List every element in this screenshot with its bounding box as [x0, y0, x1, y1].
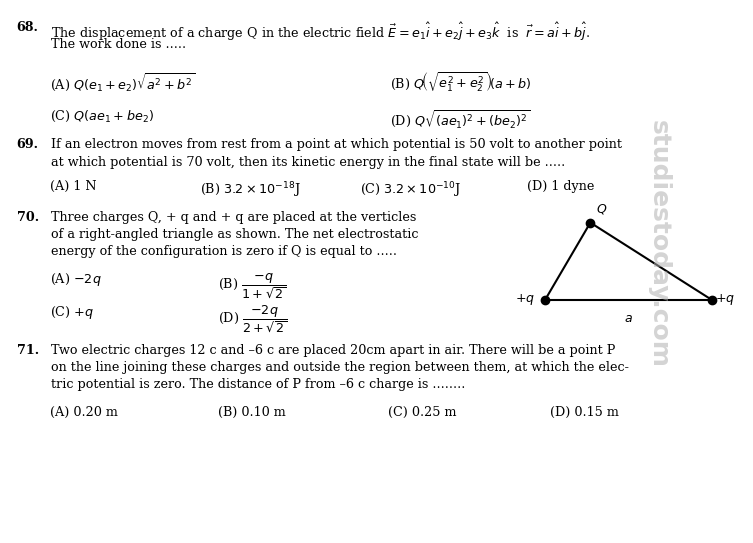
Text: $Q$: $Q$ [596, 202, 608, 216]
Text: (B) $\dfrac{-q}{1+\sqrt{2}}$: (B) $\dfrac{-q}{1+\sqrt{2}}$ [218, 272, 287, 301]
Text: Two electric charges 12 c and –6 c are placed 20cm apart in air. There will be a: Two electric charges 12 c and –6 c are p… [51, 344, 616, 357]
Text: The work done is .....: The work done is ..... [51, 38, 186, 51]
Text: Three charges Q, + q and + q are placed at the verticles: Three charges Q, + q and + q are placed … [51, 211, 416, 224]
Text: 70.: 70. [17, 211, 38, 224]
Text: The displacement of a charge Q in the electric field $\vec{E}=e_1\hat{i}+e_2\hat: The displacement of a charge Q in the el… [51, 21, 590, 43]
Text: (A) $-2q$: (A) $-2q$ [50, 272, 102, 288]
Text: (A) 0.20 m: (A) 0.20 m [50, 406, 117, 419]
Text: (B) $3.2\times10^{-18}$J: (B) $3.2\times10^{-18}$J [200, 180, 300, 200]
Text: 71.: 71. [17, 344, 38, 357]
Text: (A) 1 N: (A) 1 N [50, 180, 96, 193]
Text: (C) $+q$: (C) $+q$ [50, 304, 93, 321]
Text: energy of the configuration is zero if Q is equal to .....: energy of the configuration is zero if Q… [51, 245, 397, 258]
Text: tric potential is zero. The distance of P from –6 c charge is ........: tric potential is zero. The distance of … [51, 378, 465, 392]
Text: (C) 0.25 m: (C) 0.25 m [388, 406, 456, 419]
Text: (B) $Q\!\left(\sqrt{e_1^2+e_2^2}\right)\!(a+b)$: (B) $Q\!\left(\sqrt{e_1^2+e_2^2}\right)\… [390, 71, 532, 94]
Text: (B) 0.10 m: (B) 0.10 m [218, 406, 286, 419]
Text: on the line joining these charges and outside the region between them, at which : on the line joining these charges and ou… [51, 361, 629, 374]
Text: (D) 0.15 m: (D) 0.15 m [550, 406, 618, 419]
Text: of a right-angled triangle as shown. The net electrostatic: of a right-angled triangle as shown. The… [51, 228, 419, 241]
Text: (D) 1 dyne: (D) 1 dyne [527, 180, 594, 193]
Text: 69.: 69. [17, 138, 38, 151]
Text: $a$: $a$ [624, 312, 633, 325]
Text: at which potential is 70 volt, then its kinetic energy in the final state will b: at which potential is 70 volt, then its … [51, 156, 566, 169]
Text: studiestoday.com: studiestoday.com [647, 121, 671, 368]
Text: $+q$: $+q$ [715, 292, 735, 307]
Text: (D) $\dfrac{-2q}{2+\sqrt{2}}$: (D) $\dfrac{-2q}{2+\sqrt{2}}$ [218, 304, 288, 335]
Text: $+q$: $+q$ [515, 292, 535, 307]
Text: (C) $Q(ae_1+be_2)$: (C) $Q(ae_1+be_2)$ [50, 109, 154, 124]
Text: (A) $Q(e_1+e_2)\sqrt{a^2+b^2}$: (A) $Q(e_1+e_2)\sqrt{a^2+b^2}$ [50, 71, 195, 92]
Text: 68.: 68. [17, 21, 38, 34]
Text: (C) $3.2\times10^{-10}$J: (C) $3.2\times10^{-10}$J [360, 180, 461, 200]
Text: If an electron moves from rest from a point at which potential is 50 volt to ano: If an electron moves from rest from a po… [51, 138, 622, 151]
Text: (D) $Q\sqrt{(ae_1)^2+(be_2)^2}$: (D) $Q\sqrt{(ae_1)^2+(be_2)^2}$ [390, 109, 530, 130]
